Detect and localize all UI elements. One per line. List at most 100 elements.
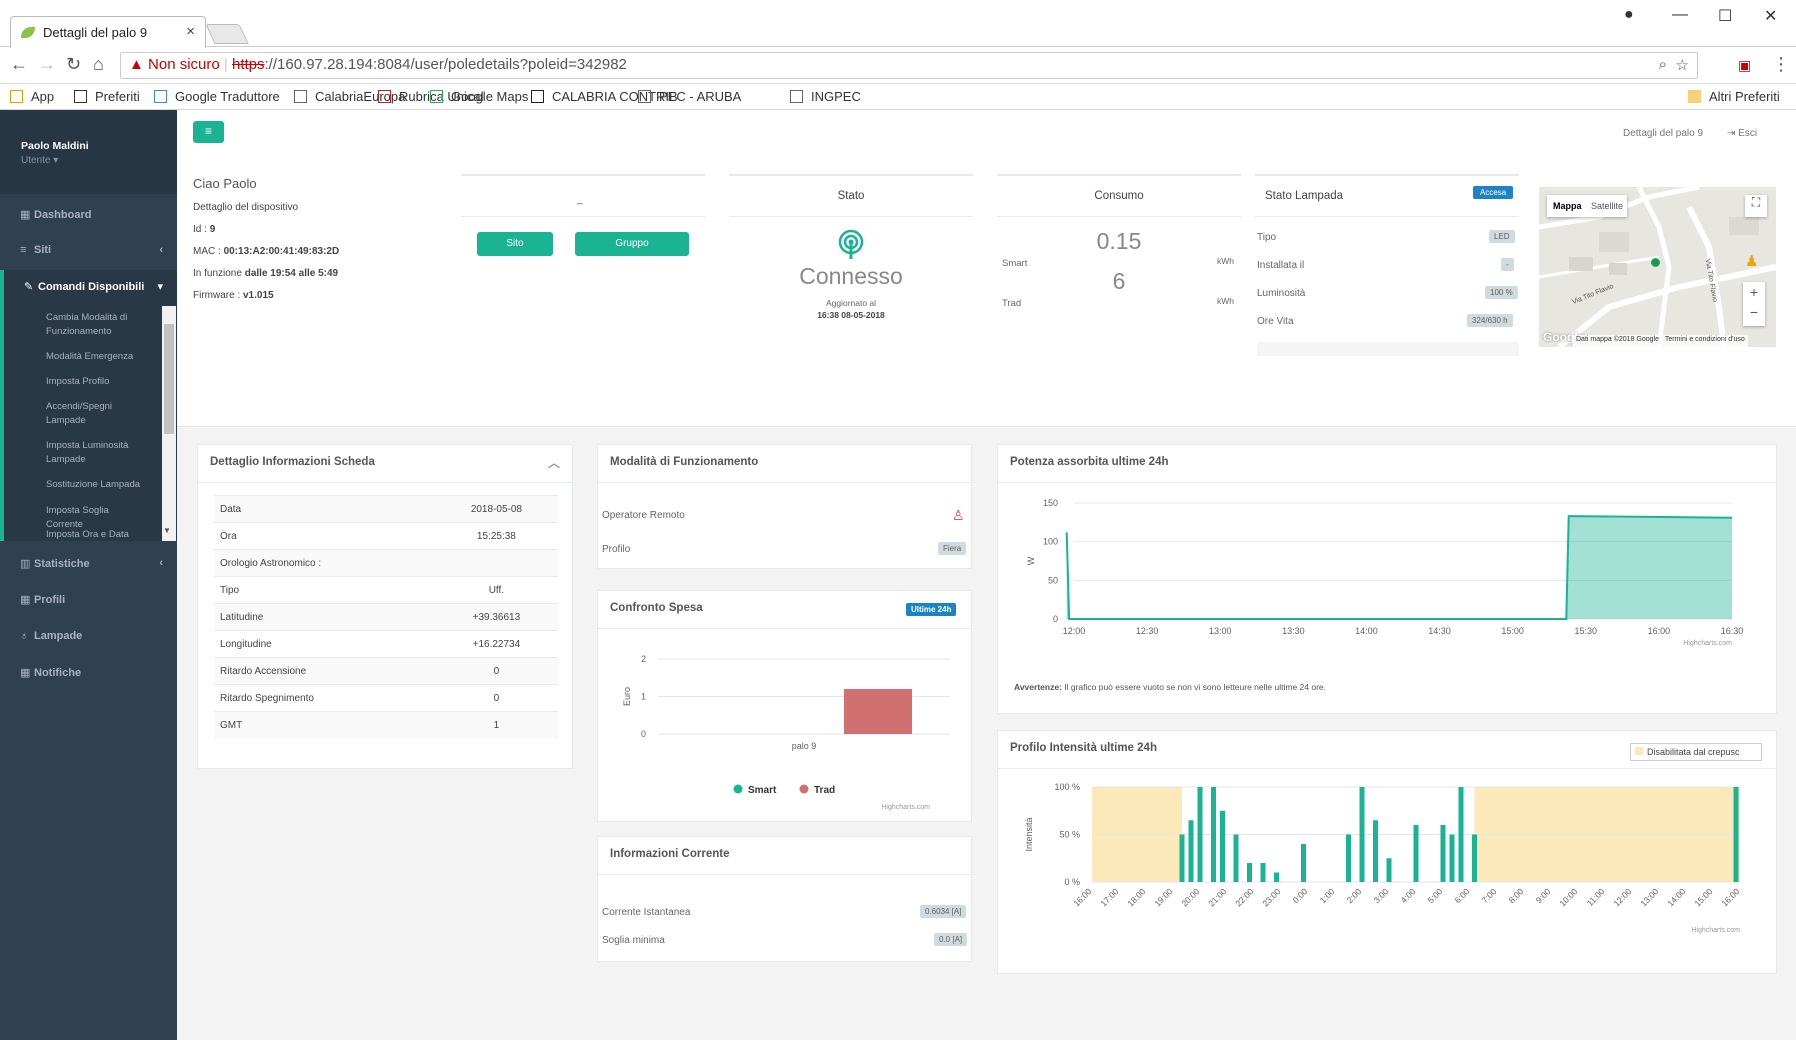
intensity-bar <box>1386 858 1392 882</box>
submenu-item-imposta-luminosita[interactable]: Imposta Luminosità Lampade <box>46 440 129 465</box>
stato-value: Connesso <box>799 263 903 289</box>
signal-icon <box>837 229 865 260</box>
divider <box>729 216 973 217</box>
x-tick-label: 14:00 <box>1665 886 1687 908</box>
bar-chart-icon: ▥ <box>20 558 31 570</box>
site-button[interactable]: Sito <box>477 232 553 256</box>
hamburger-button[interactable]: ≡ <box>193 121 224 143</box>
map[interactable]: Mappa Satellite ⛶ ♟ + − Via Tito Flavio … <box>1539 187 1776 347</box>
submenu-item-imposta-ora[interactable]: Imposta Ora e Data <box>46 529 129 540</box>
logout-link[interactable]: ⇥ Esci <box>1727 128 1758 139</box>
site-group-placeholder: _ <box>577 194 583 205</box>
legend-marker <box>799 784 809 794</box>
sidebar-item-statistiche[interactable]: ▥ Statistiche ‹ <box>20 557 163 570</box>
reload-icon[interactable]: ↻ <box>66 54 82 74</box>
x-tick-label: 13:00 <box>1209 626 1232 636</box>
sidebar-item-siti[interactable]: ≡ Siti ‹ <box>20 244 163 256</box>
user-role-dropdown[interactable]: Utente ▾ <box>21 155 59 166</box>
sidebar-item-profili[interactable]: ▦ Profili <box>20 594 66 606</box>
lampada-title: Stato Lampada <box>1265 190 1344 202</box>
new-tab-button[interactable] <box>205 24 249 44</box>
th-icon: ▦ <box>20 209 31 221</box>
submenu-item-modalita-emergenza[interactable]: Modalità Emergenza <box>46 351 134 362</box>
bookmark-icon <box>638 90 651 103</box>
map-tab-satellite[interactable]: Satellite <box>1591 201 1624 211</box>
map-tab-mappa[interactable]: Mappa <box>1553 201 1582 211</box>
bookmark-item[interactable]: INGPEC <box>790 89 861 104</box>
intensity-bar <box>1359 787 1365 882</box>
row-label: Ritardo Spegnimento <box>214 684 435 712</box>
lampada-row-value: LED <box>1489 230 1515 243</box>
submenu-item-cambia-modalita[interactable]: Cambia Modalità di Funzionamento <box>46 312 128 337</box>
submenu-item-sostituzione-lampada[interactable]: Sostituzione Lampada <box>46 479 141 490</box>
pole-marker[interactable] <box>1651 258 1660 267</box>
bookmarks-bar: App Preferiti Google Traduttore CalabriaEur… <box>0 85 1796 110</box>
table-row: Longitudine +16.22734 <box>214 630 558 658</box>
sign-out-icon: ⇥ <box>1727 128 1736 139</box>
submenu-item-imposta-soglia[interactable]: Imposta Soglia Corrente <box>46 505 109 530</box>
home-icon[interactable]: ⌂ <box>93 54 104 74</box>
sidebar-item-lampade[interactable]: ♁ Lampade <box>20 630 83 642</box>
x-tick-label: 14:30 <box>1428 626 1451 636</box>
bookmark-icon <box>294 90 307 103</box>
bookmark-item[interactable]: Rubrica Unical <box>378 89 484 104</box>
favicon-icon <box>21 27 35 38</box>
collapse-icon[interactable]: ︿ <box>547 456 560 470</box>
bookmark-item[interactable]: CALABRIA CONTRIB <box>531 89 678 104</box>
x-tick-label: 23:00 <box>1260 886 1282 908</box>
submenu-scrollbar[interactable]: ▼ <box>162 306 176 541</box>
chart-credit: Highcharts.com <box>1683 640 1732 647</box>
zoom-out-button[interactable]: − <box>1749 304 1759 320</box>
x-tick-label: 3:00 <box>1372 886 1391 905</box>
chevron-left-icon: ‹ <box>159 244 163 256</box>
intensity-bar <box>1179 834 1185 882</box>
pdf-extension-icon[interactable]: ▣ <box>1738 57 1752 73</box>
bookmark-item[interactable]: CalabriaEuropa <box>294 89 405 104</box>
other-bookmarks[interactable]: Altri Preferiti <box>1688 89 1780 104</box>
zoom-in-button[interactable]: + <box>1749 284 1759 300</box>
modalita-title: Modalità di Funzionamento <box>598 445 971 483</box>
bookmark-item[interactable]: Google Maps <box>430 89 528 104</box>
browser-tab-bar: Dettagli del palo 9 × ● — ☐ ✕ <box>0 0 1796 48</box>
x-tick-label: 4:00 <box>1399 886 1418 905</box>
bars-icon: ≡ <box>20 244 27 256</box>
table-row: Orologio Astronomico : <box>214 549 558 577</box>
x-tick-label: 12:30 <box>1136 626 1159 636</box>
star-icon[interactable]: ☆ <box>1675 57 1689 74</box>
menu-icon[interactable]: ⋮ <box>1772 54 1790 74</box>
row-value: 1 <box>434 711 558 739</box>
close-window-icon[interactable]: ✕ <box>1764 8 1778 25</box>
x-tick-label: 15:00 <box>1501 626 1524 636</box>
bookmark-item[interactable]: PEC - ARUBA <box>638 89 741 104</box>
map-terms-link[interactable]: Termini e condizioni d'uso <box>1664 336 1745 343</box>
submenu-item-imposta-profilo[interactable]: Imposta Profilo <box>46 376 110 387</box>
close-tab-icon[interactable]: × <box>186 23 195 40</box>
group-button[interactable]: Gruppo <box>575 232 689 256</box>
back-icon[interactable]: ← <box>10 54 28 74</box>
intensita-legend[interactable]: Disabilitata dal crepusc <box>1630 743 1762 761</box>
forward-icon[interactable]: → <box>38 54 56 74</box>
security-label: Non sicuro <box>148 56 220 73</box>
fullscreen-icon[interactable]: ⛶ <box>1745 195 1767 217</box>
row-label: Latitudine <box>214 603 435 631</box>
pegman-icon[interactable]: ♟ <box>1745 253 1759 270</box>
scrollbar-thumb[interactable] <box>164 324 174 434</box>
account-icon[interactable]: ● <box>1624 6 1634 23</box>
x-tick-label: 13:00 <box>1638 886 1660 908</box>
sidebar-item-comandi[interactable]: ✎ Comandi Disponibili ▾ <box>0 270 177 306</box>
url-field[interactable]: ▲ Non sicuro | https://160.97.28.194:808… <box>120 52 1698 79</box>
bookmark-item[interactable]: Preferiti <box>74 89 140 104</box>
bookmark-item[interactable]: Google Traduttore <box>154 89 280 104</box>
submenu-item-accendi-spegni[interactable]: Accendi/Spegni Lampade <box>46 401 113 426</box>
spesa-panel: Confronto Spesa Ultime 24h 0 1 2 Euro palo 9… <box>597 590 972 822</box>
bookmark-item[interactable]: App <box>10 89 54 104</box>
zoom-icon[interactable]: ⌕ <box>1658 56 1667 73</box>
maximize-icon[interactable]: ☐ <box>1718 8 1733 25</box>
url-scheme: https <box>231 56 265 73</box>
minimize-icon[interactable]: — <box>1672 6 1688 23</box>
scroll-down-icon[interactable]: ▼ <box>163 526 171 535</box>
profile-badge: Fiera <box>938 542 967 555</box>
browser-tab[interactable]: Dettagli del palo 9 × <box>10 16 206 48</box>
sidebar-item-dashboard[interactable]: ▦ Dashboard <box>20 209 92 221</box>
sidebar-item-notifiche[interactable]: ▦ Notifiche <box>20 667 82 679</box>
